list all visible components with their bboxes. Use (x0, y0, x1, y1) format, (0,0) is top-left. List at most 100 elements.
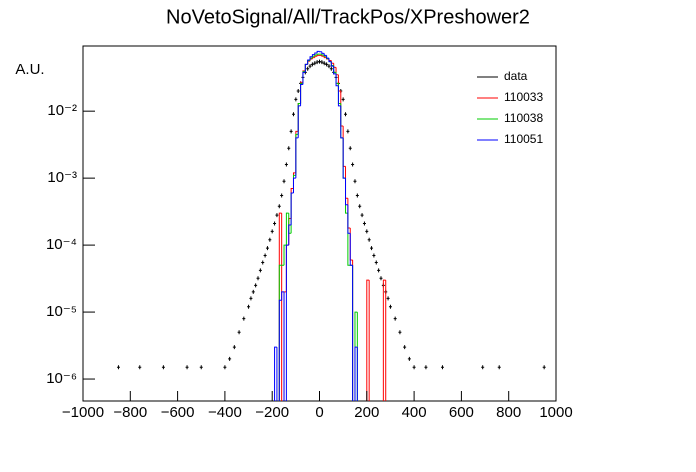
data-point (407, 356, 411, 361)
data-point (263, 253, 267, 258)
histogram-bin (316, 50, 320, 53)
plot-frame (82, 45, 557, 402)
legend-label: 110051 (504, 132, 543, 146)
histogram-bin (274, 346, 277, 401)
data-point (294, 97, 298, 102)
histogram-bin (309, 56, 313, 61)
data-point (273, 221, 277, 226)
histogram-bin (278, 299, 282, 401)
x-tick-label: −1000 (62, 404, 104, 421)
data-point (358, 204, 362, 209)
histogram-bin (323, 53, 327, 56)
histogram-bin (300, 84, 303, 106)
data-point (277, 204, 281, 209)
data-point (320, 60, 324, 65)
data-point (161, 365, 165, 370)
data-point (329, 66, 333, 71)
data-point (365, 229, 369, 234)
histogram-bin (283, 244, 287, 266)
data-point (287, 146, 291, 151)
histogram-bin (347, 204, 351, 234)
data-point (256, 276, 260, 281)
legend-label: 110033 (504, 90, 543, 104)
x-tick-label: −400 (208, 404, 242, 421)
histogram-bin (297, 105, 301, 138)
histogram-bin (354, 346, 358, 401)
data-point (265, 246, 269, 251)
histogram-bin (281, 213, 283, 401)
histogram-bin (295, 137, 299, 179)
histogram-bin (304, 63, 308, 73)
data-point (254, 283, 258, 288)
data-point (199, 365, 203, 370)
y-tick-label: 10⁻³ (47, 169, 77, 186)
x-tick-label: 600 (449, 404, 474, 421)
y-tick-label: 10⁻⁵ (46, 303, 77, 320)
histogram-bin (366, 279, 370, 401)
histogram-bin (285, 244, 289, 401)
y-axis-title: A.U. (15, 61, 44, 78)
data-point (440, 365, 444, 370)
data-point (481, 365, 485, 370)
data-point (327, 64, 331, 69)
y-tick-label: 10⁻² (47, 102, 77, 119)
histogram-bin (342, 137, 346, 179)
data-point (251, 289, 255, 294)
histogram-bin (368, 280, 370, 401)
histogram-bin (328, 58, 332, 63)
histogram-bin (337, 85, 341, 107)
data-point (412, 365, 416, 370)
histogram-bin (283, 291, 285, 401)
histogram-bin (321, 55, 325, 57)
x-tick-label: −800 (113, 404, 147, 421)
histogram-bin (321, 54, 325, 56)
histogram-bin (326, 55, 329, 59)
x-tick-label: 200 (354, 404, 379, 421)
x-tick-label: 800 (496, 404, 521, 421)
data-point (258, 268, 262, 273)
y-tick-label: 10⁻⁶ (46, 370, 77, 387)
data-point (228, 356, 232, 361)
data-point (261, 260, 265, 265)
data-point (344, 112, 348, 117)
data-point (360, 213, 364, 218)
data-point (341, 97, 345, 102)
data-point (280, 193, 284, 198)
x-tick-label: −200 (255, 404, 289, 421)
data-point (355, 193, 359, 198)
histogram-bin (311, 54, 315, 57)
histogram-bin (276, 347, 278, 401)
histogram-bin (321, 51, 325, 54)
histogram-bin (345, 178, 348, 206)
histogram-bin (290, 192, 294, 225)
data-point (249, 296, 253, 301)
data-point (370, 246, 374, 251)
data-point (403, 345, 407, 350)
data-point (386, 296, 390, 301)
histogram-bin (314, 55, 318, 58)
data-point (116, 365, 120, 370)
data-point (348, 146, 352, 151)
histogram-bin (288, 224, 292, 246)
data-point (315, 60, 319, 65)
chart-title: NoVetoSignal/All/TrackPos/XPreshower2 (166, 6, 530, 28)
data-point (289, 129, 293, 134)
data-point (270, 229, 274, 234)
data-point (351, 162, 355, 167)
data-point (306, 66, 310, 71)
plot-area (116, 50, 546, 401)
data-point (308, 64, 312, 69)
x-tick-label: 0 (315, 404, 323, 421)
histogram-bin (352, 265, 354, 401)
data-point (322, 61, 326, 66)
data-point (268, 237, 272, 242)
legend-label: data (504, 69, 528, 83)
data-point (318, 59, 321, 64)
histogram-bin (330, 61, 334, 67)
data-point (377, 268, 381, 273)
data-point (497, 365, 501, 370)
data-point (398, 330, 402, 335)
data-point (362, 221, 366, 226)
histogram-bin (307, 59, 311, 65)
